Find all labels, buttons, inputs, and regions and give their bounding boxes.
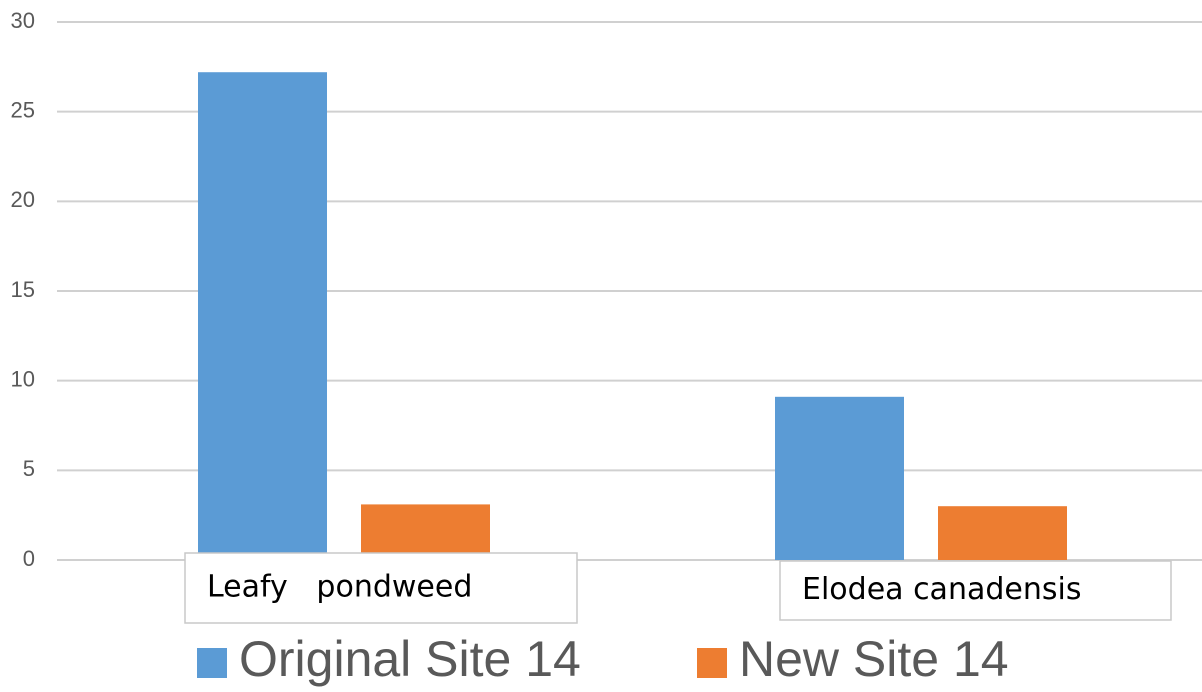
- legend-swatch: [197, 648, 227, 678]
- y-tick-label: 15: [11, 277, 35, 302]
- x-tick-label: Elodea canadensis: [802, 572, 1081, 607]
- bar: [198, 72, 327, 561]
- category-box: [779, 560, 1172, 621]
- legend-label: New Site 14: [739, 631, 1009, 687]
- legend-label: Original Site 14: [239, 631, 581, 687]
- category-box: [184, 552, 578, 624]
- x-tick-label: Leafy pondweed: [207, 570, 472, 605]
- y-tick-label: 30: [11, 8, 35, 33]
- bar: [361, 504, 490, 560]
- y-tick-label: 5: [23, 456, 35, 481]
- y-tick-label: 25: [11, 97, 35, 122]
- y-tick-label: 10: [11, 366, 35, 391]
- y-tick-label: 20: [11, 187, 35, 212]
- bar: [775, 396, 904, 560]
- legend-swatch: [697, 648, 727, 678]
- y-tick-label: 0: [23, 546, 35, 571]
- bar: [938, 506, 1067, 560]
